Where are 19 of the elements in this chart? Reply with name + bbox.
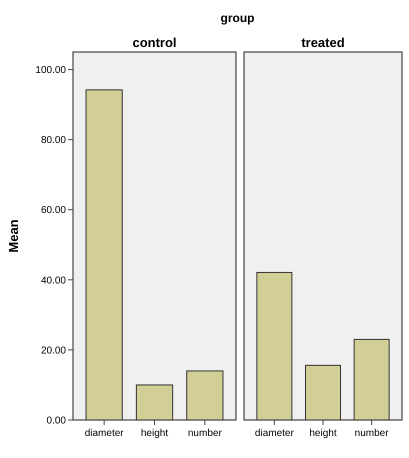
bar [186, 370, 224, 420]
bar [86, 89, 123, 420]
text: group [220, 11, 254, 25]
y-tick-label: 40.00 [40, 275, 66, 286]
x-tick-label: number [188, 428, 222, 439]
chart-title: treated [301, 35, 345, 50]
x-tick-label: number [354, 428, 390, 439]
bar [136, 384, 174, 420]
y-tick-label: 80.00 [40, 135, 66, 146]
x-tick-label: height [140, 428, 168, 439]
x-tick-label: height [309, 428, 337, 439]
x-tick-label: diameter [254, 428, 294, 439]
y-tick-label: 60.00 [40, 205, 66, 216]
y-tick-label: 20.00 [40, 345, 66, 356]
x-tick-label: diameter [84, 428, 124, 439]
y-axis-title: Mean [6, 219, 21, 253]
y-tick-label: 0.00 [46, 416, 66, 426]
y-tick-label: 100.00 [35, 65, 66, 76]
chart-title: control [132, 35, 177, 50]
